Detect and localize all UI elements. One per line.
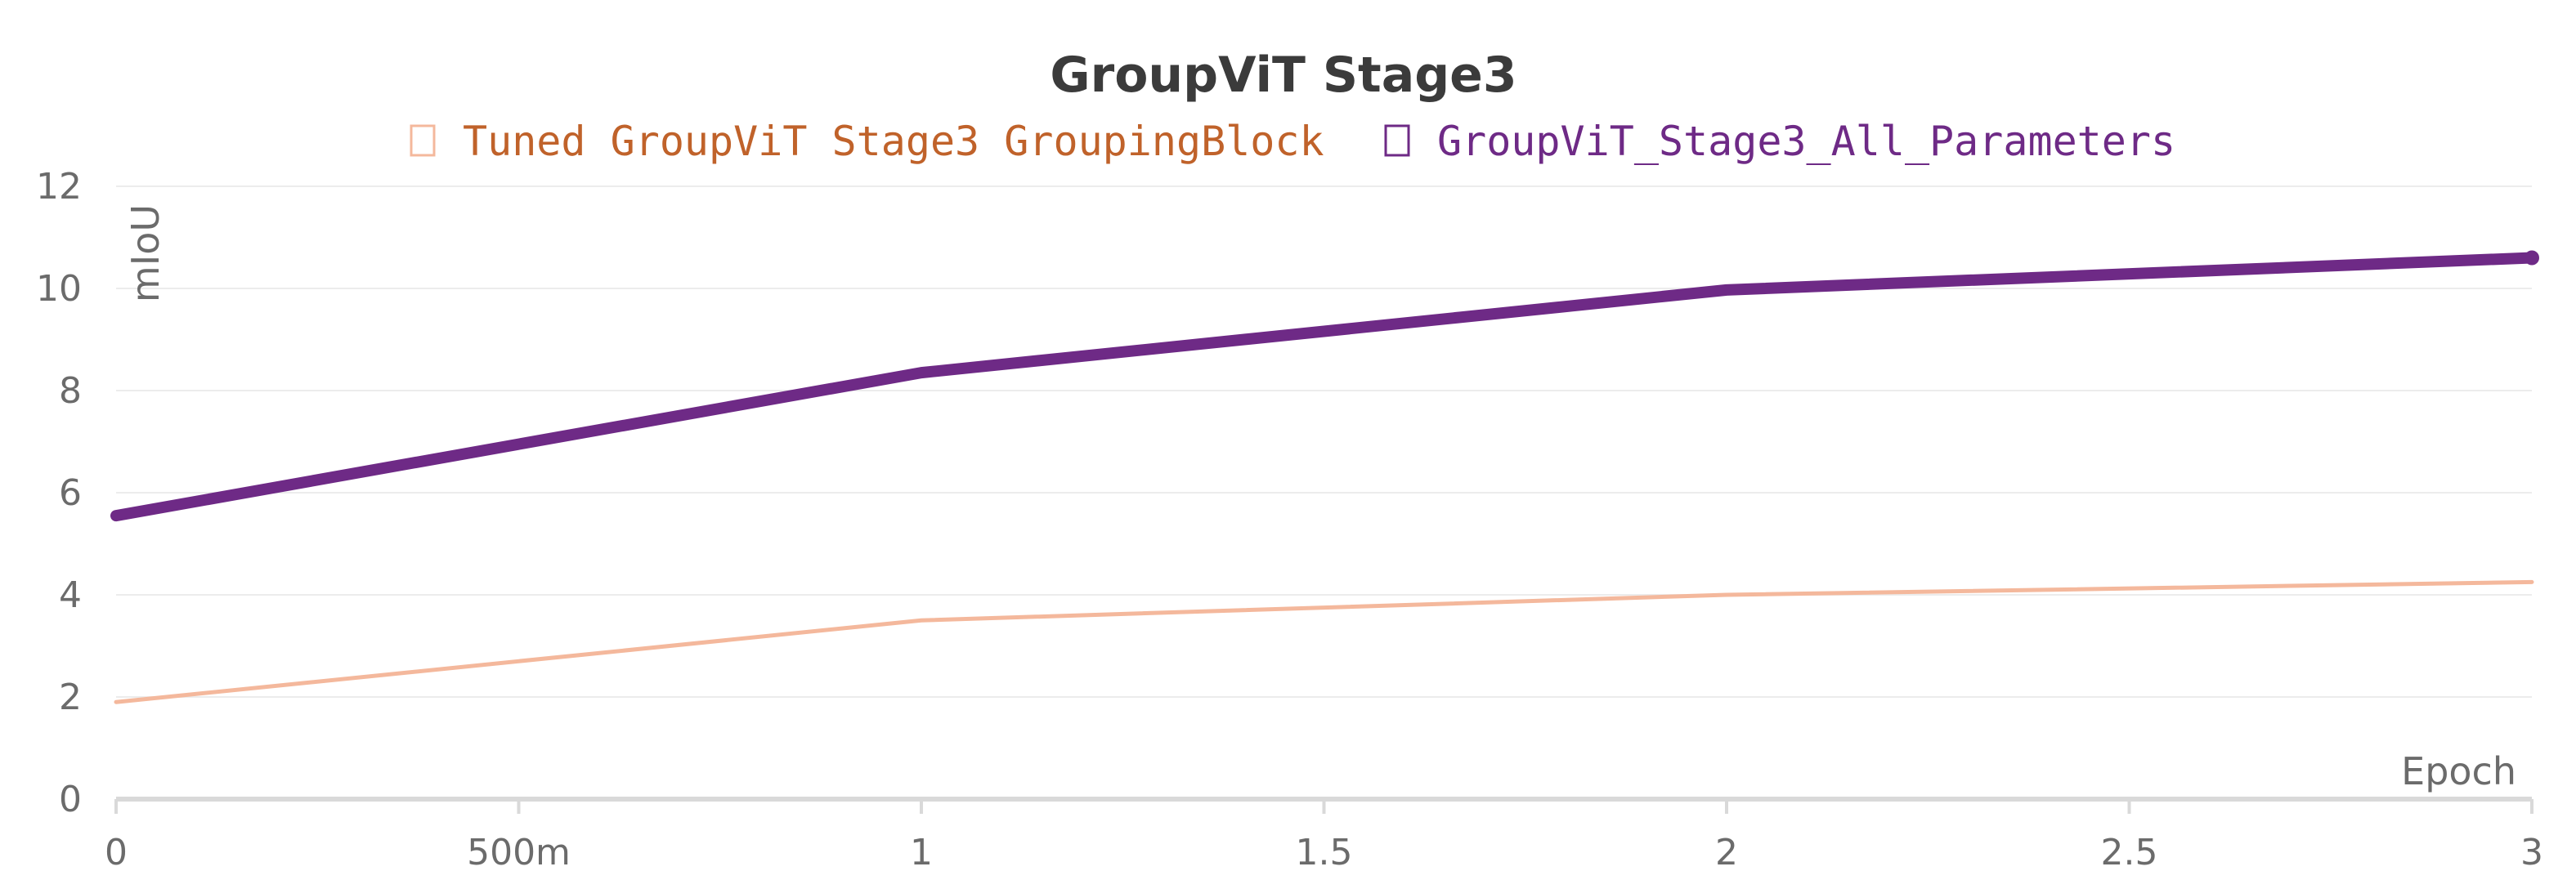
x-tick-label-4: 2	[1715, 832, 1738, 871]
x-tick-label-6: 3	[2520, 832, 2543, 871]
y-tick-label-2: 2	[59, 677, 82, 718]
x-tick-label-5: 2.5	[2101, 832, 2158, 871]
legend-swatch-series-1[interactable]	[410, 124, 436, 157]
x-axis-ticks: 0 500m 1 1.5 2 2.5 3	[105, 799, 2543, 871]
x-tick-label-2: 1	[910, 832, 933, 871]
legend-label-series-1[interactable]: Tuned GroupViT Stage3 GroupingBlock	[463, 118, 1324, 165]
legend: Tuned GroupViT Stage3 GroupingBlock Grou…	[410, 118, 2175, 165]
legend-swatch-series-2[interactable]	[1384, 124, 1410, 157]
series-line-2[interactable]	[110, 252, 2538, 522]
y-axis-ticks: 0 2 4 6 8 10 12	[36, 166, 82, 820]
x-tick-label-0: 0	[105, 832, 128, 871]
gridlines	[116, 185, 2532, 698]
y-tick-label-10: 10	[36, 268, 82, 310]
y-tick-label-12: 12	[36, 166, 82, 208]
y-tick-label-8: 8	[59, 370, 82, 412]
legend-label-series-2[interactable]: GroupViT_Stage3_All_Parameters	[1437, 118, 2175, 165]
x-tick-label-1: 500m	[467, 832, 571, 871]
y-tick-label-4: 4	[59, 574, 82, 616]
x-axis-label: Epoch	[2401, 749, 2516, 793]
y-tick-label-0: 0	[59, 779, 82, 820]
x-tick-label-3: 1.5	[1296, 832, 1353, 871]
y-axis-label: mIoU	[123, 204, 168, 302]
chart-title: GroupViT Stage3	[1050, 47, 1516, 104]
series-line-1[interactable]	[114, 579, 2534, 704]
series-2-point-3[interactable]	[2524, 250, 2539, 266]
series-lines	[110, 250, 2539, 704]
y-tick-label-6: 6	[59, 472, 82, 514]
